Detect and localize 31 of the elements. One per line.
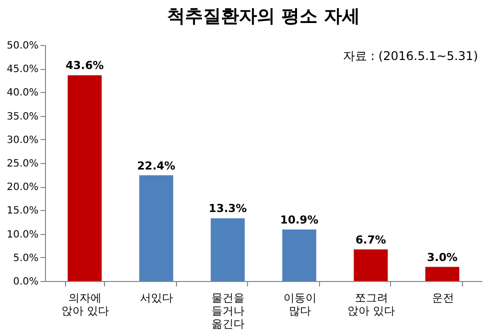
data-label: 22.4%: [137, 159, 176, 172]
x-tick-label: 의자에 앉아 있다: [61, 292, 109, 318]
y-tick-label: 50.0%: [6, 40, 38, 52]
y-tick-label: 25.0%: [6, 158, 38, 170]
bar: [425, 266, 460, 281]
y-tick-label: 10.0%: [6, 229, 38, 240]
x-tick-label: 서있다: [140, 292, 174, 304]
y-tick-label: 15.0%: [6, 206, 38, 217]
bar: [354, 249, 388, 281]
y-tick-label: 45.0%: [6, 64, 38, 76]
y-tick-label: 0.0%: [13, 276, 38, 288]
bar: [68, 75, 102, 281]
data-label: 43.6%: [66, 59, 104, 72]
data-label: 3.0%: [427, 250, 458, 264]
chart-title: 척추질환자의 평소 자세: [167, 6, 360, 27]
x-tick-label: 물건을 들거나 옮긴다: [212, 292, 245, 330]
y-tick-label: 5.0%: [13, 252, 38, 264]
x-tick-label: 이동이 많다: [283, 292, 316, 318]
data-label: 13.3%: [208, 202, 247, 216]
y-tick-label: 40.0%: [6, 88, 38, 99]
bar: [282, 230, 316, 281]
y-tick-label: 20.0%: [6, 182, 38, 194]
data-label: 10.9%: [280, 214, 318, 227]
data-label: 6.7%: [356, 233, 386, 246]
annotation: 자료 : (2016.5.1~5.31): [342, 49, 478, 63]
x-tick-label: 운전: [432, 292, 454, 304]
y-tick-label: 35.0%: [6, 111, 38, 122]
x-tick-label: 쪼그려 앉아 있다: [348, 292, 396, 318]
bar: [139, 175, 174, 281]
y-tick-label: 30.0%: [6, 134, 38, 146]
bar: [210, 218, 245, 281]
